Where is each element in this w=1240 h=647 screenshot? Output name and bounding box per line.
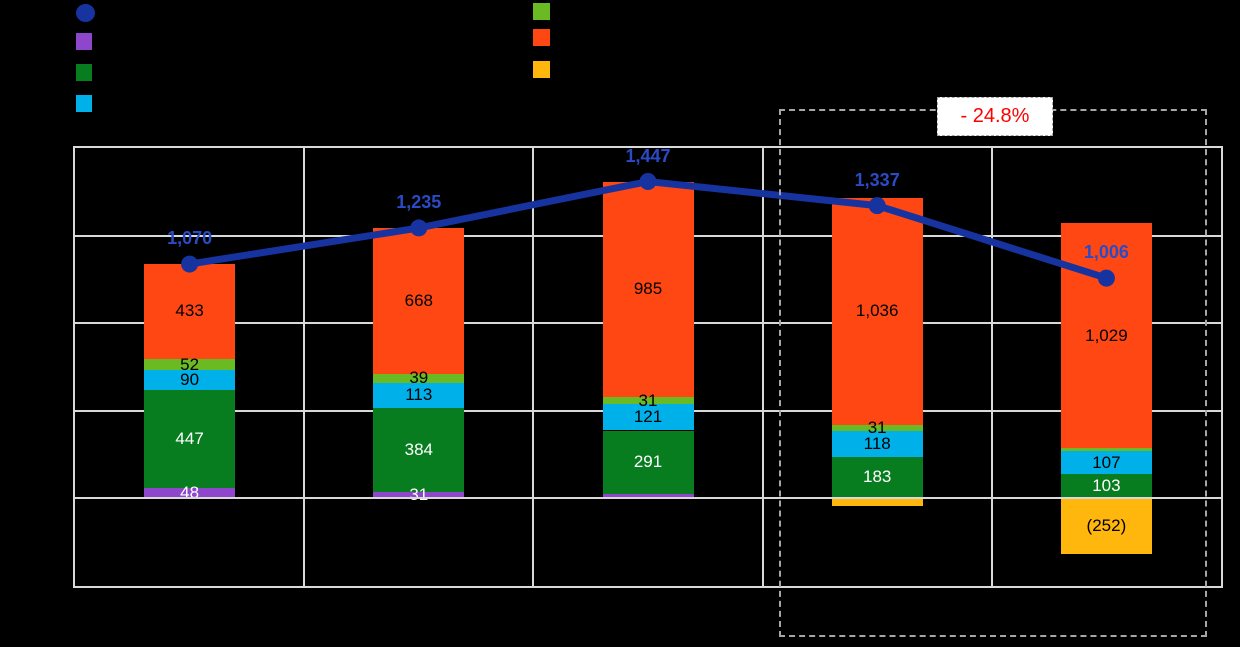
yellow-green-segment-value-label: 39 bbox=[409, 368, 429, 388]
orange-segment-value-label: 985 bbox=[633, 279, 663, 299]
purple-segment-value-label: 48 bbox=[180, 483, 200, 503]
cyan-segment-value-label: 118 bbox=[863, 434, 891, 454]
legend-marker-yellow-green-series-icon bbox=[533, 3, 550, 20]
yellow-green-segment bbox=[602, 397, 694, 404]
orange-segment-value-label: 1,029 bbox=[1085, 325, 1128, 345]
gridline-vertical bbox=[532, 148, 535, 586]
dark-green-segment bbox=[831, 457, 923, 498]
orange-segment-value-label: 433 bbox=[175, 301, 204, 321]
dark-green-segment bbox=[1060, 474, 1152, 497]
yellow-green-segment bbox=[831, 424, 923, 432]
dark-green-segment-value-label: 183 bbox=[863, 467, 892, 487]
cyan-segment bbox=[373, 382, 465, 408]
orange-segment-value-label: 668 bbox=[404, 291, 433, 311]
amber-segment-value-label: (252) bbox=[1086, 515, 1127, 535]
legend-marker-orange-series-icon bbox=[533, 29, 550, 46]
cyan-segment bbox=[1060, 450, 1152, 475]
cyan-segment-value-label: 113 bbox=[405, 385, 433, 405]
yellow-green-segment bbox=[1060, 448, 1152, 451]
percent-change-annotation: - 24.8% bbox=[937, 97, 1053, 136]
plot-area: 48 447 90 52 433 31 384 113 39 668 291 121 31 985 183 1… bbox=[73, 146, 1223, 588]
dark-green-segment-value-label: 291 bbox=[633, 452, 663, 472]
orange-segment-value-label: 1,036 bbox=[855, 301, 899, 321]
total-value-label: 1,070 bbox=[167, 228, 213, 249]
purple-segment bbox=[144, 487, 236, 499]
dark-green-segment bbox=[144, 389, 236, 488]
cyan-segment-value-label: 121 bbox=[633, 407, 663, 427]
cyan-segment-value-label: 107 bbox=[1092, 452, 1121, 472]
yellow-green-segment bbox=[373, 374, 465, 383]
total-value-label: 1,235 bbox=[396, 191, 442, 212]
gridline-vertical bbox=[303, 148, 306, 586]
zero-axis-line bbox=[75, 497, 1221, 500]
legend-marker-amber-series-icon bbox=[533, 61, 550, 78]
yellow-green-segment-value-label: 31 bbox=[638, 390, 658, 410]
legend-marker-purple-series-icon bbox=[76, 33, 92, 50]
cyan-segment-value-label: 90 bbox=[180, 370, 200, 390]
purple-segment bbox=[602, 494, 694, 499]
gridline-vertical bbox=[761, 148, 764, 586]
legend-marker-dark-green-series-icon bbox=[76, 64, 92, 81]
total-value-label: 1,447 bbox=[625, 145, 671, 166]
yellow-green-segment bbox=[144, 358, 236, 371]
dark-green-segment-value-label: 103 bbox=[1092, 475, 1121, 495]
dark-green-segment bbox=[602, 430, 694, 495]
gridline-vertical bbox=[990, 148, 993, 586]
cyan-segment bbox=[602, 404, 694, 431]
yellow-green-segment-value-label: 31 bbox=[867, 417, 887, 437]
yellow-green-segment-value-label: 52 bbox=[180, 354, 200, 374]
purple-segment-value-label: 31 bbox=[409, 485, 429, 504]
cyan-segment bbox=[144, 370, 236, 390]
highlight-region-dashed-box bbox=[779, 109, 1207, 637]
dark-green-segment-value-label: 447 bbox=[175, 428, 204, 448]
purple-segment bbox=[373, 491, 465, 499]
percent-change-label: - 24.8% bbox=[960, 105, 1030, 127]
cyan-segment bbox=[831, 431, 923, 458]
dark-green-segment-value-label: 384 bbox=[404, 439, 433, 459]
legend-marker-total-line-icon bbox=[76, 4, 95, 22]
amber-segment bbox=[1060, 498, 1152, 554]
legend-marker-cyan-series-icon bbox=[76, 95, 92, 112]
dark-green-segment bbox=[373, 407, 465, 492]
amber-segment bbox=[831, 498, 923, 507]
